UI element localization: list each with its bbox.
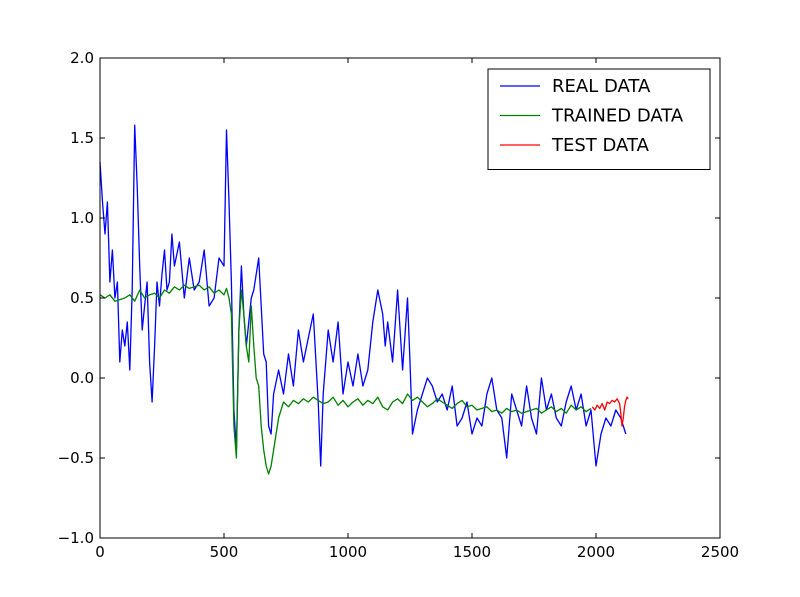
y-tick-label: 1.0 bbox=[70, 209, 94, 227]
series-line-0 bbox=[99, 124, 627, 467]
x-tick-label: 2000 bbox=[577, 543, 615, 561]
x-tick-label: 500 bbox=[210, 543, 239, 561]
series-line-1 bbox=[99, 284, 592, 475]
y-tick-label: −0.5 bbox=[58, 449, 94, 467]
y-tick-label: 0.0 bbox=[70, 369, 94, 387]
y-tick-label: 0.5 bbox=[70, 289, 94, 307]
series-lines bbox=[99, 124, 629, 475]
x-tick-label: 1500 bbox=[453, 543, 491, 561]
legend-label-2: TEST DATA bbox=[551, 135, 650, 156]
axis-ticks: 0 500 1000 1500 2000 2500 −1.0 −0.5 0.0 0.5 1.0 1.5… bbox=[58, 49, 740, 561]
legend-label-1: TRAINED DATA bbox=[551, 106, 684, 127]
legend: REAL DATA TRAINED DATA TEST DATA bbox=[487, 68, 711, 170]
series-line-2 bbox=[591, 396, 629, 427]
x-tick-label: 1000 bbox=[329, 543, 367, 561]
legend-label-0: REAL DATA bbox=[552, 76, 651, 97]
y-tick-label: −1.0 bbox=[58, 529, 94, 547]
x-tick-label: 2500 bbox=[701, 543, 739, 561]
y-tick-label: 2.0 bbox=[70, 49, 94, 67]
x-tick-label: 0 bbox=[95, 543, 105, 561]
y-tick-label: 1.5 bbox=[70, 129, 94, 147]
